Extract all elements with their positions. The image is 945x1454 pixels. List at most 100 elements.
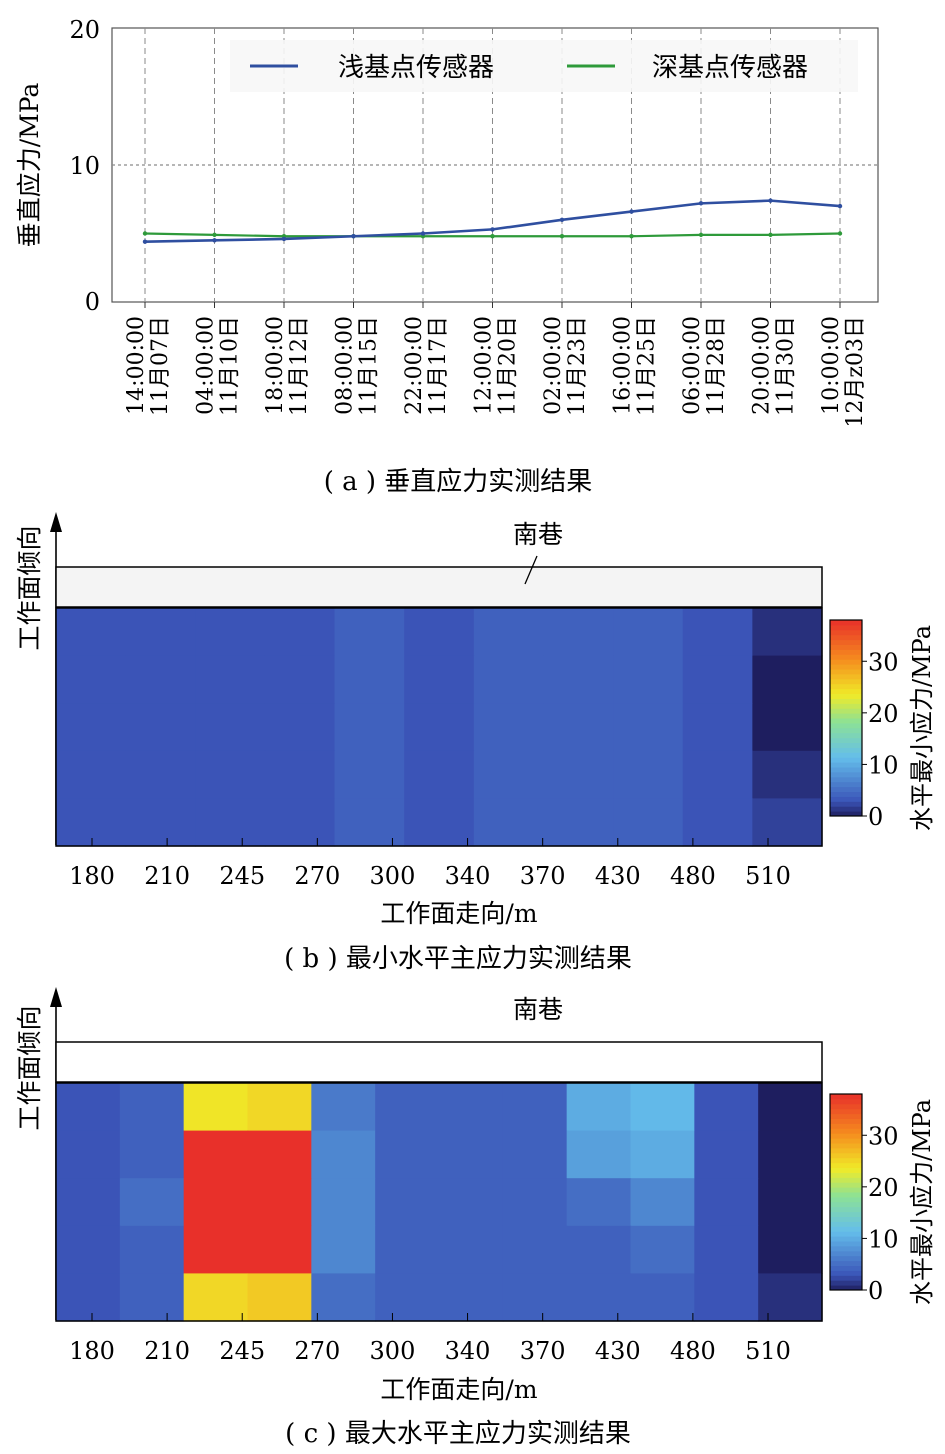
colorbar-step [830, 639, 862, 645]
heat-cell [247, 1225, 312, 1274]
heat-cell [543, 703, 614, 752]
heat-cell [473, 750, 545, 799]
x-tick-label: 16:00:00 11月25日 [611, 316, 660, 416]
heat-cell [195, 798, 266, 847]
data-point [142, 239, 148, 244]
x-tick-date: 11月25日 [635, 316, 660, 416]
panel-b: 工作面倾向 南巷 180 210 245 270 300 340 370 430 480 510 … [15, 512, 936, 974]
colorbar-step [830, 624, 862, 631]
heat-cell [566, 1130, 632, 1179]
heat-cell [694, 1130, 759, 1179]
heat-cell [502, 1130, 568, 1179]
colorbar-step [830, 767, 862, 773]
heat-cell [183, 1273, 249, 1322]
colorbar-step [830, 1177, 862, 1183]
colorbar-step [830, 737, 862, 743]
colorbar-step [830, 1133, 862, 1139]
x-tick-label: 510 [745, 1337, 791, 1365]
heat-cell [311, 1178, 376, 1227]
colorbar-tick-label: 0 [868, 803, 883, 831]
colorbar-step [830, 732, 862, 739]
heat-cell [758, 1225, 823, 1274]
heat-cell [183, 1225, 249, 1274]
y-axis-label-a: 垂直应力/MPa [15, 83, 44, 248]
north-arrow-icon [50, 987, 62, 1007]
x-tick-label: 245 [219, 1337, 265, 1365]
colorbar-step [830, 791, 862, 797]
colorbar-step [830, 1280, 862, 1286]
heat-cell [630, 1130, 695, 1179]
heat-cell [752, 750, 823, 799]
heat-cell [630, 1083, 695, 1132]
colorbar-step [830, 742, 862, 748]
x-tick-label: 340 [445, 1337, 491, 1365]
x-tick-label: 180 [69, 1337, 115, 1365]
colorbar-step [830, 1241, 862, 1247]
heat-cell [694, 1178, 759, 1227]
x-tick-time: 22:00:00 [402, 316, 427, 415]
legend-label-shallow: 浅基点传感器 [338, 53, 494, 83]
x-axis-label-b: 工作面走向/m [380, 899, 537, 928]
colorbar-tick-label: 10 [868, 1225, 899, 1253]
heat-frame-b [55, 607, 823, 847]
colorbar-step [830, 1275, 862, 1281]
data-point [351, 234, 356, 239]
x-tick-label: 370 [520, 862, 566, 890]
y-axis-label-b: 工作面倾向 [15, 525, 44, 650]
x-tick-label: 10:00:00 12月z03日 [819, 316, 868, 428]
colorbar-step [830, 698, 862, 704]
heat-cell [752, 655, 823, 704]
colorbar-step [830, 693, 862, 699]
heat-cell [543, 608, 614, 657]
data-point [768, 232, 773, 238]
colorbar-step [830, 659, 862, 665]
heat-cell [502, 1178, 568, 1227]
roadway-c [55, 1041, 823, 1083]
heat-cell [682, 750, 753, 799]
heat-cell [404, 655, 475, 704]
x-tick-label: 04:00:00 11月10日 [194, 316, 243, 416]
x-tick-date: 11月17日 [426, 316, 451, 416]
colorbar-step [830, 727, 862, 734]
heat-cell [758, 1178, 823, 1227]
x-tick-time: 18:00:00 [263, 316, 288, 415]
heat-cell [543, 750, 614, 799]
colorbar-frame [829, 619, 863, 817]
x-tick-label: 270 [294, 1337, 340, 1365]
x-tick-time: 14:00:00 [124, 316, 149, 415]
colorbar-frame [829, 1093, 863, 1291]
heat-cell [311, 1083, 376, 1132]
data-point [212, 232, 217, 238]
heat-cell [630, 1178, 695, 1227]
heat-cell [613, 703, 684, 752]
x-tick-label: 20:00:00 11月30日 [750, 316, 799, 416]
colorbar-step [830, 1118, 862, 1124]
roadway-label-c: 南巷 [513, 995, 563, 1024]
colorbar-step [830, 1123, 862, 1129]
x-tick-label: 12:00:00 11月20日 [472, 316, 521, 416]
colorbar-step [830, 1226, 862, 1232]
colorbar-step [830, 649, 862, 655]
colorbar-step [830, 796, 862, 802]
x-tick-date: 11月23日 [565, 316, 590, 416]
x-tick-label: 300 [370, 862, 416, 890]
heat-cell [119, 1273, 185, 1322]
x-tick-label: 480 [670, 862, 716, 890]
heat-cell [119, 1225, 185, 1274]
colorbar-step [830, 1147, 862, 1154]
colorbar-step [830, 1260, 862, 1266]
colorbar-step [830, 1206, 862, 1213]
colorbar-step [830, 713, 862, 719]
heat-cell [125, 608, 196, 657]
heat-cell [56, 1225, 121, 1274]
colorbar-step [830, 1098, 862, 1105]
panel-a: 0 10 20 垂直应力/MPa 浅基点传感器 深基点传感器 14:00:00 1… [15, 16, 879, 497]
data-point [420, 231, 426, 236]
heat-cell [334, 798, 405, 847]
heat-cell [183, 1178, 249, 1227]
x-tick-date: 11月28日 [704, 316, 729, 416]
series-a [142, 198, 843, 244]
colorbar-b: 0 10 20 30 水平最小应力/MPa [829, 619, 936, 831]
x-tick-time: 16:00:00 [611, 316, 636, 415]
